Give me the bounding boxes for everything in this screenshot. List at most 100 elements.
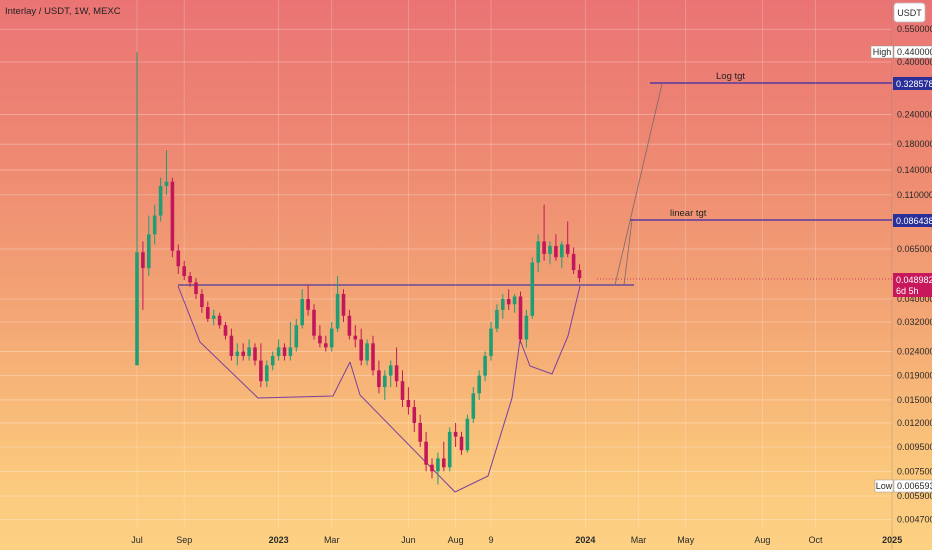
svg-text:0.086438: 0.086438 xyxy=(896,216,932,226)
candle-body xyxy=(200,293,204,308)
candle xyxy=(483,351,487,382)
candle-body xyxy=(571,253,576,271)
candle xyxy=(329,321,334,352)
candle xyxy=(341,289,346,322)
candle-body xyxy=(554,245,558,258)
candle-body xyxy=(141,252,145,269)
candle-body xyxy=(436,458,440,472)
y-tick-label: 0.004700 xyxy=(897,514,932,524)
candle xyxy=(406,387,411,415)
svg-text:0.328578: 0.328578 xyxy=(896,79,932,89)
linear-target-projection xyxy=(623,219,633,286)
y-tick-label: 0.140000 xyxy=(897,165,932,175)
candle xyxy=(424,431,428,472)
candle xyxy=(300,289,304,329)
candle-body xyxy=(235,351,240,356)
y-tick-label: 0.012000 xyxy=(897,418,932,428)
candle xyxy=(571,247,576,274)
log-target-price-badge: 0.328578 xyxy=(893,77,932,90)
candle-body xyxy=(406,399,411,408)
candle xyxy=(152,204,157,245)
candle-body xyxy=(329,328,334,348)
right-shoulder-outline xyxy=(519,285,581,375)
candle-body xyxy=(577,270,582,279)
candle xyxy=(577,264,582,283)
svg-text:High: High xyxy=(873,47,892,57)
currency-badge[interactable]: USDT xyxy=(893,2,926,23)
candle xyxy=(495,304,499,333)
candle xyxy=(371,335,375,376)
pattern-drawing xyxy=(177,285,581,493)
candle xyxy=(471,387,476,423)
x-axis-labels: Jul Sep 2023 Mar Jun Aug 9 2024 Mar May Aug Oct 2025… xyxy=(131,535,902,545)
candle-body xyxy=(170,181,175,251)
horizontal-gridlines xyxy=(0,28,892,520)
y-tick-label: 0.015000 xyxy=(897,395,932,405)
candle xyxy=(477,370,481,400)
candle xyxy=(412,399,417,432)
candle-body xyxy=(536,241,540,263)
candle-body xyxy=(447,431,452,468)
candle xyxy=(554,234,558,261)
candle xyxy=(194,278,198,300)
candle xyxy=(542,204,546,261)
candle-body xyxy=(206,307,210,319)
candle xyxy=(347,309,352,340)
svg-text:0.048982: 0.048982 xyxy=(896,275,932,285)
y-tick-label: 0.009500 xyxy=(897,442,932,452)
candle-body xyxy=(247,347,251,356)
candle xyxy=(223,321,228,340)
candle-body xyxy=(253,347,257,361)
y-tick-label: 0.024000 xyxy=(897,347,932,357)
log-target-annotation: Log tgt xyxy=(716,71,745,82)
candle-body xyxy=(164,181,169,186)
candle-body xyxy=(371,343,375,371)
candle xyxy=(235,343,240,366)
candle xyxy=(158,177,163,222)
y-tick-label: 0.007500 xyxy=(897,466,932,476)
candle xyxy=(359,328,363,366)
candle-body xyxy=(182,266,186,277)
candle xyxy=(229,328,234,361)
candle-body xyxy=(211,315,216,319)
candle-body xyxy=(176,250,181,267)
candle-body xyxy=(388,365,393,376)
low-marker: Low 0.006593 xyxy=(874,479,932,493)
candle xyxy=(170,177,175,258)
candle xyxy=(518,291,523,344)
candle xyxy=(383,370,387,400)
candle-body xyxy=(512,296,517,305)
candle xyxy=(276,339,281,361)
candle-body xyxy=(394,365,399,382)
y-tick-label: 0.110000 xyxy=(897,190,932,200)
x-tick-label: Aug xyxy=(754,535,770,545)
candle-body xyxy=(223,325,228,336)
candle-body xyxy=(506,299,511,305)
candle-body xyxy=(477,375,481,394)
candle-body xyxy=(353,335,358,340)
candle xyxy=(282,343,287,361)
candle-body xyxy=(524,315,529,340)
candle xyxy=(377,360,381,394)
candle xyxy=(400,370,405,408)
log-target-projection xyxy=(614,83,663,286)
y-tick-label: 0.550000 xyxy=(897,24,932,34)
candle-body xyxy=(400,381,405,400)
candle xyxy=(548,241,552,265)
candle xyxy=(182,260,186,281)
candle-body xyxy=(276,347,281,356)
candle-body xyxy=(265,365,269,382)
candle xyxy=(365,339,369,366)
x-tick-label: 2023 xyxy=(269,535,289,545)
target-projections: Log tgt linear tgt xyxy=(614,71,892,286)
candle-body xyxy=(347,315,352,336)
x-tick-label: Aug xyxy=(448,535,464,545)
candle-body xyxy=(335,293,340,329)
linear-target-price-badge: 0.086438 xyxy=(893,214,932,227)
candle xyxy=(436,452,440,485)
candle-body xyxy=(217,315,222,326)
x-tick-label: Oct xyxy=(808,535,823,545)
candle-body xyxy=(259,360,263,382)
